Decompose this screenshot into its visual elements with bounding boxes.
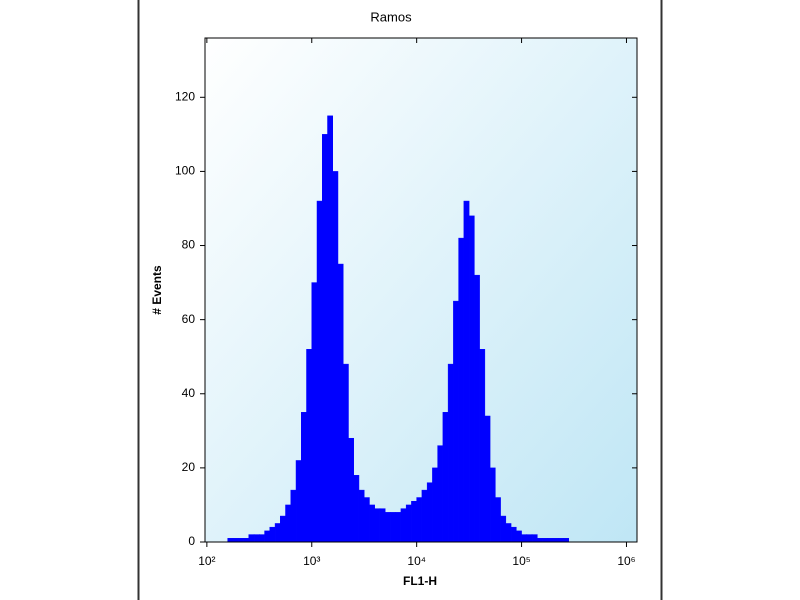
histogram-bar (295, 460, 302, 543)
histogram-bar (390, 512, 396, 543)
histogram-bar (479, 349, 486, 543)
histogram-bar (432, 467, 438, 543)
histogram-bar (311, 282, 318, 543)
histogram-bar (400, 508, 407, 543)
histogram-bar (322, 134, 328, 543)
marks (227, 115, 570, 543)
histogram-bar (280, 515, 286, 543)
histogram-bar (327, 115, 333, 543)
chart-title: Ramos (370, 9, 412, 24)
y-tick-label: 60 (182, 312, 196, 326)
y-tick-label: 20 (182, 460, 196, 474)
histogram-bar (558, 538, 564, 543)
histogram-bar (453, 300, 459, 543)
x-tick-label: 10² (198, 554, 215, 568)
histogram-bar (510, 526, 517, 543)
plot-border (204, 37, 638, 543)
histogram-bar (227, 538, 234, 543)
histogram-bar (411, 500, 417, 543)
y-tick-label: 40 (182, 386, 196, 400)
histogram-bar (516, 530, 522, 543)
histogram-bar (238, 538, 244, 543)
histogram-bar (274, 523, 281, 543)
histogram-bar (253, 534, 260, 543)
histogram-bar (348, 437, 354, 543)
histogram-bar (395, 512, 402, 543)
histogram-bar (232, 538, 239, 543)
histogram-bar (384, 512, 391, 543)
histogram-bar (259, 534, 265, 543)
histogram-bar (542, 538, 549, 543)
histogram-bar (358, 489, 365, 543)
x-tick-label: 10⁵ (512, 554, 530, 568)
histogram-bar (484, 415, 491, 543)
histogram-bar (405, 504, 412, 543)
histogram-bar (495, 497, 501, 543)
histogram-bar (447, 363, 454, 543)
x-tick-label: 10⁶ (617, 554, 635, 568)
histogram-bar (301, 412, 307, 543)
x-tick-label: 10⁴ (407, 554, 426, 568)
histogram-bar (416, 497, 423, 543)
y-tick-label: 0 (188, 534, 195, 548)
y-tick-label: 120 (175, 89, 195, 103)
histogram-bar (489, 467, 496, 543)
histogram-bar (342, 363, 349, 543)
histogram-bar (353, 475, 360, 543)
histogram-bar (264, 530, 271, 543)
histogram-bar (243, 538, 250, 543)
histogram-bar (547, 538, 554, 543)
histogram-bar (463, 200, 470, 543)
histogram-bar (369, 504, 375, 543)
histogram-bar (248, 534, 255, 543)
histogram-bar (442, 412, 449, 543)
histogram-bar (526, 534, 533, 543)
histogram-bar (563, 538, 570, 543)
histogram-bar (421, 489, 428, 543)
histogram-bar (332, 171, 339, 543)
histogram-bar (552, 538, 559, 543)
histogram-bar (379, 508, 386, 543)
histogram-bar (363, 497, 370, 543)
y-axis-label: # Events (150, 265, 164, 315)
histogram-bar (505, 523, 512, 543)
histogram-bar (285, 504, 292, 543)
y-tick-label: 100 (175, 164, 195, 178)
x-axis-label: FL1-H (403, 574, 437, 588)
y-tick-label: 80 (182, 238, 196, 252)
histogram-bar (437, 445, 444, 543)
histogram-bar (458, 237, 465, 543)
histogram-bar (290, 489, 297, 543)
histogram-bar (500, 515, 507, 543)
histogram-bar (474, 274, 480, 543)
x-tick-label: 10³ (303, 554, 320, 568)
histogram-bar (374, 508, 381, 543)
histogram-bar (426, 482, 433, 543)
plot-background (205, 38, 637, 542)
histogram-bar (521, 534, 528, 543)
histogram-bar (306, 349, 313, 543)
histogram-bar (531, 534, 538, 543)
histogram-bar (537, 538, 543, 543)
histogram-bar (269, 526, 276, 543)
histogram-bar (316, 200, 323, 543)
histogram-bar (468, 215, 475, 543)
histogram-bar (337, 263, 344, 543)
